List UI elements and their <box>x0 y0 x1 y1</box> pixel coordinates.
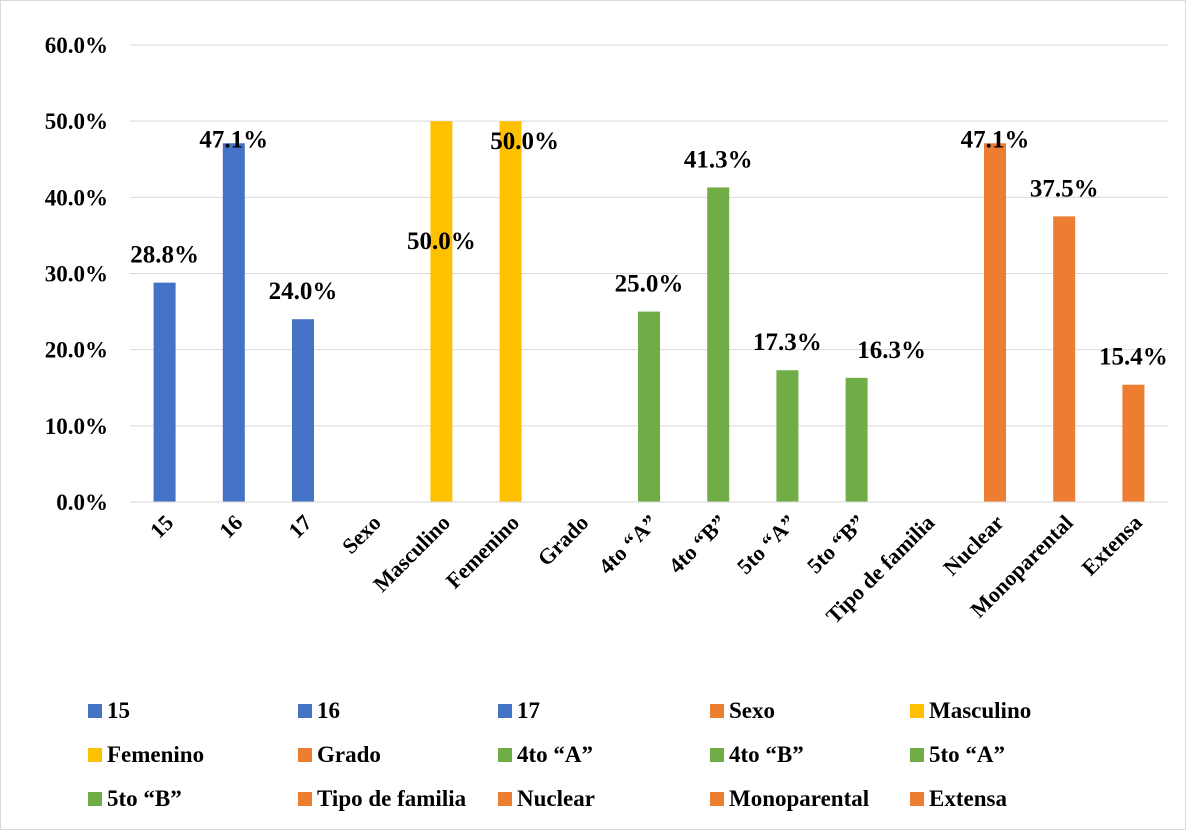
bar <box>1053 216 1076 502</box>
data-label: 50.0% <box>490 128 559 155</box>
x-tick-label: Grado <box>532 510 593 571</box>
legend-item: Femenino <box>88 742 204 768</box>
x-tick-label: 16 <box>214 510 247 543</box>
x-tick-label: Masculino <box>368 510 455 597</box>
legend-item: 4to “B” <box>710 742 804 768</box>
legend-swatch <box>88 748 102 762</box>
data-label: 28.8% <box>130 242 199 269</box>
x-tick-label: 15 <box>145 510 178 543</box>
data-label: 16.3% <box>857 337 926 364</box>
legend-item: Grado <box>298 742 381 768</box>
legend-item: 5to “B” <box>88 786 182 812</box>
y-tick-label: 60.0% <box>45 33 108 58</box>
legend-label: Masculino <box>929 698 1032 723</box>
y-tick-label: 30.0% <box>45 262 108 287</box>
legend-label: 5to “B” <box>107 786 182 811</box>
data-label: 50.0% <box>407 228 476 255</box>
legend-item: Extensa <box>910 786 1007 812</box>
y-tick-label: 50.0% <box>45 109 108 134</box>
legend-item: 15 <box>88 698 130 724</box>
y-tick-label: 0.0% <box>56 490 108 515</box>
x-tick-label: 4to “B” <box>663 510 731 578</box>
legend-label: Tipo de familia <box>317 786 467 811</box>
bar <box>845 377 868 502</box>
x-tick-label: 5to “B” <box>802 510 870 578</box>
legend-swatch <box>910 748 924 762</box>
bar <box>707 187 730 502</box>
legend-label: Sexo <box>729 698 775 723</box>
data-label: 25.0% <box>615 271 684 298</box>
legend-label: 5to “A” <box>929 742 1006 767</box>
legend-label: Femenino <box>107 742 205 767</box>
bar <box>430 121 453 503</box>
legend-swatch <box>498 748 512 762</box>
bar <box>292 319 314 502</box>
legend-item: 17 <box>498 698 540 724</box>
legend-label: Grado <box>317 742 381 767</box>
legend-label: Monoparental <box>729 786 870 811</box>
legend-item: Sexo <box>710 698 775 724</box>
legend-item: Masculino <box>910 698 1031 724</box>
legend-swatch <box>88 704 102 718</box>
data-label: 41.3% <box>684 146 753 173</box>
legend-label: 4to “B” <box>729 742 804 767</box>
data-label: 24.0% <box>269 278 338 305</box>
legend-item: Nuclear <box>498 786 595 812</box>
bar <box>153 282 176 502</box>
legend-swatch <box>298 704 312 718</box>
bar <box>1122 384 1145 502</box>
bar <box>984 143 1006 502</box>
x-tick-label: 17 <box>283 510 316 543</box>
data-label: 17.3% <box>753 329 822 356</box>
x-tick-label: Sexo <box>337 510 386 559</box>
bar <box>499 121 522 503</box>
legend-item: 5to “A” <box>910 742 1005 768</box>
legend-swatch <box>710 792 724 806</box>
legend-swatch <box>88 792 102 806</box>
legend-label: 15 <box>107 698 130 723</box>
x-tick-label: Femenino <box>441 510 524 593</box>
bar <box>222 143 245 502</box>
bar <box>776 370 799 502</box>
legend-swatch <box>910 704 924 718</box>
data-label: 47.1% <box>199 126 268 153</box>
x-tick-label: 5to “A” <box>732 510 801 579</box>
y-tick-label: 20.0% <box>45 338 108 363</box>
data-label: 37.5% <box>1030 175 1099 202</box>
y-tick-label: 40.0% <box>45 185 108 210</box>
legend-label: Extensa <box>929 786 1007 811</box>
y-tick-label: 10.0% <box>45 414 108 439</box>
data-label: 47.1% <box>961 126 1030 153</box>
legend-swatch <box>710 704 724 718</box>
legend-label: Nuclear <box>517 786 595 811</box>
legend-label: 16 <box>317 698 340 723</box>
legend-swatch <box>298 792 312 806</box>
legend-label: 4to “A” <box>517 742 594 767</box>
legend-swatch <box>498 704 512 718</box>
legend-item: Tipo de familia <box>298 786 466 812</box>
x-tick-label: Nuclear <box>938 510 1009 581</box>
legend-swatch <box>710 748 724 762</box>
legend-item: 4to “A” <box>498 742 593 768</box>
legend-swatch <box>498 792 512 806</box>
legend-swatch <box>298 748 312 762</box>
bar <box>638 311 660 502</box>
x-tick-label: Extensa <box>1077 510 1147 580</box>
legend-item: 16 <box>298 698 340 724</box>
legend-item: Monoparental <box>710 786 869 812</box>
x-tick-label: 4to “A” <box>593 510 662 579</box>
legend-label: 17 <box>517 698 540 723</box>
legend-swatch <box>910 792 924 806</box>
data-label: 15.4% <box>1099 344 1168 371</box>
